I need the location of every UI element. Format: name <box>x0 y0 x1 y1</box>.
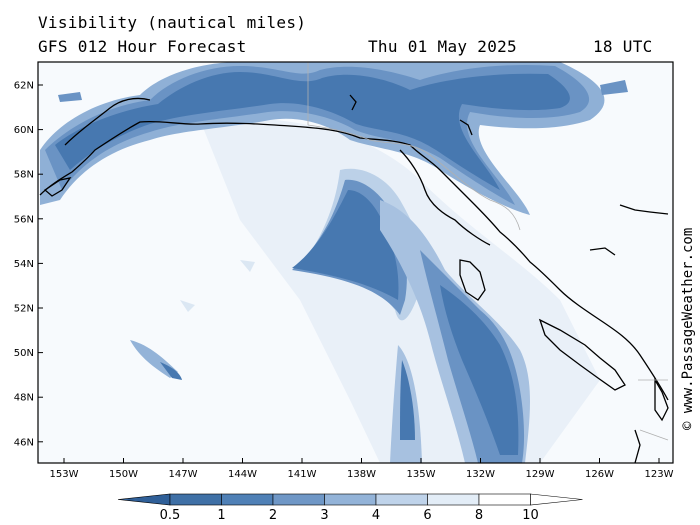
colorbar-right-arrow <box>530 493 583 506</box>
lon-tick-label: 150W <box>109 469 138 480</box>
chart-title: Visibility (nautical miles) <box>38 13 307 32</box>
colorbar-segment <box>221 493 274 506</box>
lat-tick-label: 46N <box>14 437 34 448</box>
lat-tick-label: 62N <box>14 81 34 92</box>
coastline <box>39 94 669 463</box>
copyright-label: © www.PassageWeather.com <box>680 227 696 430</box>
lat-tick-label: 52N <box>14 304 34 315</box>
colorbar <box>117 493 583 506</box>
lat-tick-label: 58N <box>14 170 34 181</box>
borders <box>307 62 669 441</box>
lon-tick-label: 132W <box>466 469 495 480</box>
colorbar-label: 8 <box>474 508 484 523</box>
colorbar-label: 4 <box>371 508 381 523</box>
lat-tick-label: 60N <box>14 125 34 136</box>
colorbar-segment <box>169 493 222 506</box>
colorbar-label: 2 <box>268 508 278 523</box>
lat-tick-label: 50N <box>14 348 34 359</box>
lon-tick-label: 126W <box>585 469 614 480</box>
forecast-date: Thu 01 May 2025 <box>368 37 517 56</box>
colorbar-label: 1 <box>217 508 226 523</box>
lon-tick-label: 141W <box>288 469 317 480</box>
forecast-label: GFS 012 Hour Forecast <box>38 37 247 56</box>
colorbar-segment <box>272 493 325 506</box>
colorbar-left-arrow <box>117 493 171 506</box>
colorbar-label: 0.5 <box>159 508 181 523</box>
forecast-time: 18 UTC <box>593 37 653 56</box>
colorbar-label: 3 <box>320 508 329 523</box>
lon-tick-label: 144W <box>228 469 257 480</box>
lon-tick-label: 129W <box>526 469 555 480</box>
map-frame <box>37 61 674 464</box>
lon-tick-label: 135W <box>407 469 436 480</box>
lat-tick-label: 54N <box>14 259 34 270</box>
lat-tick-label: 48N <box>14 393 34 404</box>
colorbar-segment <box>478 493 531 506</box>
longitude-axis: 153W 150W 147W 144W 141W 138W 135W 132W 129W 126W… <box>50 458 674 480</box>
colorbar-segment <box>427 493 480 506</box>
colorbar-segment <box>324 493 377 506</box>
lon-tick-label: 153W <box>50 469 79 480</box>
colorbar-label: 6 <box>423 508 432 523</box>
visibility-shading <box>38 62 673 463</box>
colorbar-segment <box>375 493 428 506</box>
lon-tick-label: 138W <box>347 469 376 480</box>
lat-tick-label: 56N <box>14 214 34 225</box>
colorbar-label: 10 <box>522 508 539 523</box>
latitude-axis: 62N 60N 58N 56N 54N 52N 50N 48N 46N <box>14 81 43 448</box>
lon-tick-label: 147W <box>169 469 198 480</box>
lon-tick-label: 123W <box>645 469 674 480</box>
